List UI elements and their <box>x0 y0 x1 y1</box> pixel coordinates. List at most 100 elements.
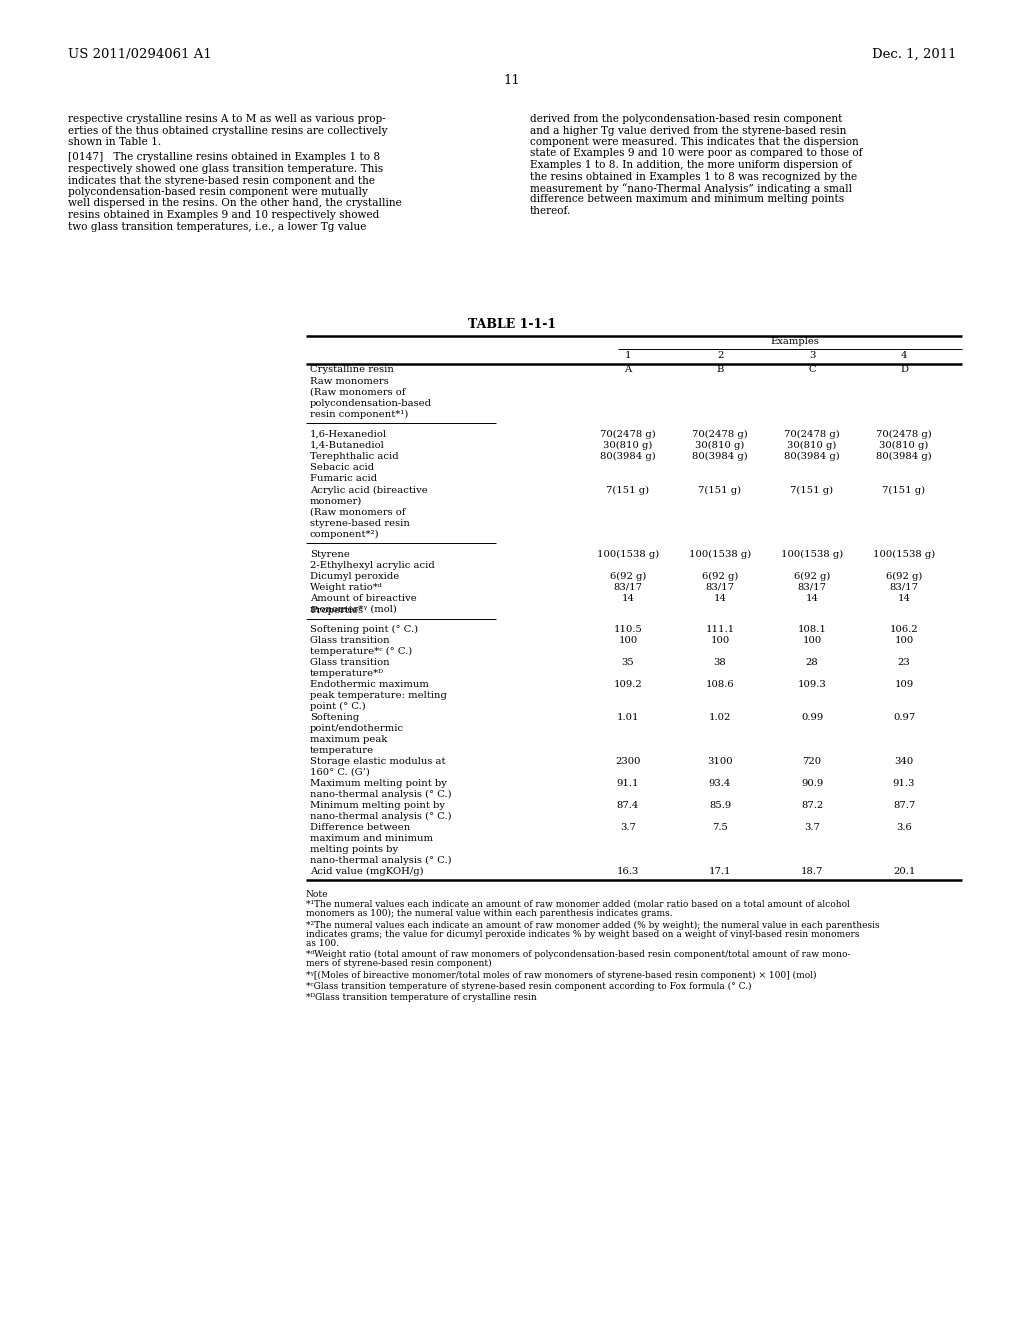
Text: polycondensation-based: polycondensation-based <box>310 399 432 408</box>
Text: Terephthalic acid: Terephthalic acid <box>310 451 398 461</box>
Text: styrene-based resin: styrene-based resin <box>310 519 410 528</box>
Text: 85.9: 85.9 <box>709 801 731 810</box>
Text: 70(2478 g): 70(2478 g) <box>877 430 932 440</box>
Text: A: A <box>625 366 632 374</box>
Text: 109: 109 <box>894 680 913 689</box>
Text: 100(1538 g): 100(1538 g) <box>872 550 935 560</box>
Text: 14: 14 <box>806 594 818 603</box>
Text: C: C <box>808 366 816 374</box>
Text: 91.1: 91.1 <box>616 779 639 788</box>
Text: 160° C. (G’): 160° C. (G’) <box>310 768 370 777</box>
Text: 87.7: 87.7 <box>893 801 915 810</box>
Text: Examples 1 to 8. In addition, the more uniform dispersion of: Examples 1 to 8. In addition, the more u… <box>530 160 852 170</box>
Text: 93.4: 93.4 <box>709 779 731 788</box>
Text: respective crystalline resins A to M as well as various prop-: respective crystalline resins A to M as … <box>68 114 386 124</box>
Text: Acrylic acid (bireactive: Acrylic acid (bireactive <box>310 486 428 495</box>
Text: US 2011/0294061 A1: US 2011/0294061 A1 <box>68 48 212 61</box>
Text: 7(151 g): 7(151 g) <box>606 486 649 495</box>
Text: 30(810 g): 30(810 g) <box>787 441 837 450</box>
Text: 100(1538 g): 100(1538 g) <box>781 550 843 560</box>
Text: point/endothermic: point/endothermic <box>310 723 404 733</box>
Text: Fumaric acid: Fumaric acid <box>310 474 377 483</box>
Text: resin component*¹): resin component*¹) <box>310 411 409 420</box>
Text: 70(2478 g): 70(2478 g) <box>784 430 840 440</box>
Text: 14: 14 <box>622 594 635 603</box>
Text: Styrene: Styrene <box>310 550 350 558</box>
Text: 80(3984 g): 80(3984 g) <box>784 451 840 461</box>
Text: TABLE 1-1-1: TABLE 1-1-1 <box>468 318 556 331</box>
Text: shown in Table 1.: shown in Table 1. <box>68 137 161 147</box>
Text: 100: 100 <box>618 636 638 645</box>
Text: 0.99: 0.99 <box>801 713 823 722</box>
Text: erties of the thus obtained crystalline resins are collectively: erties of the thus obtained crystalline … <box>68 125 387 136</box>
Text: 108.6: 108.6 <box>706 680 734 689</box>
Text: 11: 11 <box>504 74 520 87</box>
Text: 80(3984 g): 80(3984 g) <box>600 451 656 461</box>
Text: 6(92 g): 6(92 g) <box>886 572 923 581</box>
Text: 2300: 2300 <box>615 756 641 766</box>
Text: Endothermic maximum: Endothermic maximum <box>310 680 429 689</box>
Text: D: D <box>900 366 908 374</box>
Text: 14: 14 <box>714 594 726 603</box>
Text: 30(810 g): 30(810 g) <box>880 441 929 450</box>
Text: temperature*ᶜ (° C.): temperature*ᶜ (° C.) <box>310 647 413 656</box>
Text: well dispersed in the resins. On the other hand, the crystalline: well dispersed in the resins. On the oth… <box>68 198 401 209</box>
Text: monomers as 100); the numeral value within each parenthesis indicates grams.: monomers as 100); the numeral value with… <box>306 909 673 919</box>
Text: 3.7: 3.7 <box>804 822 820 832</box>
Text: Glass transition: Glass transition <box>310 636 389 645</box>
Text: 20.1: 20.1 <box>893 867 915 876</box>
Text: Note: Note <box>306 890 329 899</box>
Text: 83/17: 83/17 <box>706 583 734 591</box>
Text: component were measured. This indicates that the dispersion: component were measured. This indicates … <box>530 137 859 147</box>
Text: measurement by “nano-Thermal Analysis” indicating a small: measurement by “nano-Thermal Analysis” i… <box>530 183 852 194</box>
Text: 1,6-Hexanediol: 1,6-Hexanediol <box>310 430 387 440</box>
Text: *¹The numeral values each indicate an amount of raw monomer added (molar ratio b: *¹The numeral values each indicate an am… <box>306 900 850 909</box>
Text: monomer*ᵞ (mol): monomer*ᵞ (mol) <box>310 605 397 614</box>
Text: Sebacic acid: Sebacic acid <box>310 463 374 473</box>
Text: 100: 100 <box>894 636 913 645</box>
Text: temperature*ᴰ: temperature*ᴰ <box>310 669 384 678</box>
Text: 35: 35 <box>622 657 635 667</box>
Text: 6(92 g): 6(92 g) <box>794 572 830 581</box>
Text: Amount of bireactive: Amount of bireactive <box>310 594 417 603</box>
Text: 2: 2 <box>717 351 723 360</box>
Text: 7.5: 7.5 <box>712 822 728 832</box>
Text: resins obtained in Examples 9 and 10 respectively showed: resins obtained in Examples 9 and 10 res… <box>68 210 379 220</box>
Text: Maximum melting point by: Maximum melting point by <box>310 779 446 788</box>
Text: B: B <box>717 366 724 374</box>
Text: 17.1: 17.1 <box>709 867 731 876</box>
Text: thereof.: thereof. <box>530 206 571 216</box>
Text: *ᴰGlass transition temperature of crystalline resin: *ᴰGlass transition temperature of crysta… <box>306 993 537 1002</box>
Text: 38: 38 <box>714 657 726 667</box>
Text: 90.9: 90.9 <box>801 779 823 788</box>
Text: Softening: Softening <box>310 713 359 722</box>
Text: 83/17: 83/17 <box>798 583 826 591</box>
Text: 80(3984 g): 80(3984 g) <box>877 451 932 461</box>
Text: 110.5: 110.5 <box>613 624 642 634</box>
Text: 87.2: 87.2 <box>801 801 823 810</box>
Text: component*²): component*²) <box>310 531 380 539</box>
Text: (Raw monomers of: (Raw monomers of <box>310 508 406 517</box>
Text: Dicumyl peroxide: Dicumyl peroxide <box>310 572 399 581</box>
Text: 109.3: 109.3 <box>798 680 826 689</box>
Text: 7(151 g): 7(151 g) <box>791 486 834 495</box>
Text: Dec. 1, 2011: Dec. 1, 2011 <box>871 48 956 61</box>
Text: Minimum melting point by: Minimum melting point by <box>310 801 445 810</box>
Text: Glass transition: Glass transition <box>310 657 389 667</box>
Text: 1.01: 1.01 <box>616 713 639 722</box>
Text: 106.2: 106.2 <box>890 624 919 634</box>
Text: mers of styrene-based resin component): mers of styrene-based resin component) <box>306 960 492 969</box>
Text: 83/17: 83/17 <box>613 583 642 591</box>
Text: Storage elastic modulus at: Storage elastic modulus at <box>310 756 445 766</box>
Text: maximum peak: maximum peak <box>310 735 387 744</box>
Text: 87.4: 87.4 <box>616 801 639 810</box>
Text: 3: 3 <box>809 351 815 360</box>
Text: Properties: Properties <box>310 606 364 615</box>
Text: Acid value (mgKOH/g): Acid value (mgKOH/g) <box>310 867 424 876</box>
Text: 6(92 g): 6(92 g) <box>701 572 738 581</box>
Text: 1,4-Butanediol: 1,4-Butanediol <box>310 441 385 450</box>
Text: 7(151 g): 7(151 g) <box>698 486 741 495</box>
Text: 70(2478 g): 70(2478 g) <box>692 430 748 440</box>
Text: (Raw monomers of: (Raw monomers of <box>310 388 406 397</box>
Text: polycondensation-based resin component were mutually: polycondensation-based resin component w… <box>68 187 368 197</box>
